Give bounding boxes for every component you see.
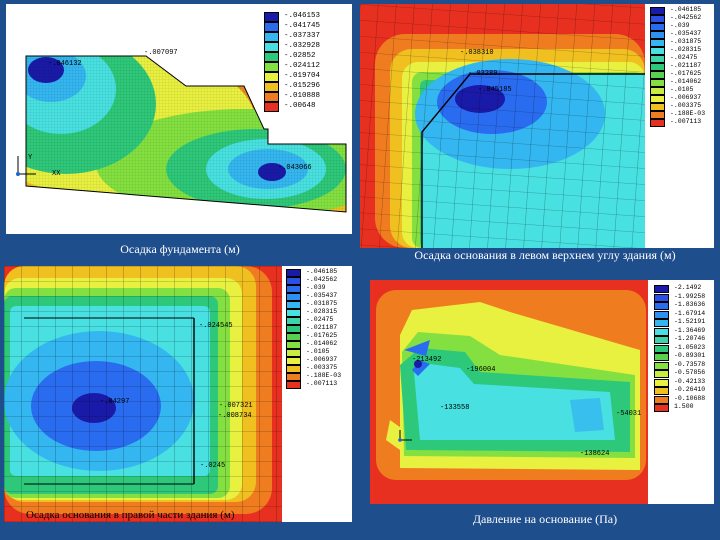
label-point-a: -.046132 [48, 60, 82, 68]
legend-value: -.039 [670, 22, 690, 29]
legend-value: -.046153 [284, 12, 321, 20]
panel-foundation-settlement: -.046132 -.007097 -.043066 XX Y -.046153… [6, 4, 352, 234]
caption-right-part-settlement: Осадка основания в правой части здания (… [26, 509, 235, 521]
legend-value: -0.57856 [674, 369, 706, 376]
legend-value: -.02475 [306, 316, 334, 323]
label-axis-y: Y [28, 154, 33, 162]
label-point-a: -.024545 [199, 322, 233, 330]
axis-triad [398, 430, 412, 442]
axis-triad [16, 156, 36, 176]
panel-base-pressure: -213492 -196004 -133558 -54031 -138624 -… [370, 280, 714, 504]
legend-value: -.003375 [306, 364, 338, 371]
legend-value: -1.05023 [674, 343, 706, 351]
panel-right-part-settlement: -.024545 -.04297 -.007321 -.008734 -.024… [4, 266, 352, 522]
label-point-d: -.008734 [218, 412, 252, 420]
legend-value: -.031875 [670, 38, 702, 45]
caption-left-corner-settlement: Осадка основания в левом верхнем углу зд… [414, 248, 676, 262]
legend-value: -1.67914 [674, 309, 706, 317]
label-point-a: -213492 [412, 356, 442, 364]
legend-value: -0.73578 [674, 360, 706, 368]
label-point-b: -196004 [466, 366, 496, 374]
legend-value: -.007113 [670, 118, 702, 125]
legend-value: -.021187 [306, 324, 338, 331]
left-corner-settlement-plot [360, 4, 645, 248]
legend-value: -.021187 [670, 62, 702, 69]
legend-value: -2.1492 [674, 284, 702, 291]
legend-value: 1.500 [674, 403, 694, 410]
legend-value: -.188E-03 [306, 372, 342, 379]
legend-value: -1.52191 [674, 318, 706, 325]
legend-value: -.014062 [670, 78, 702, 85]
legend-value: -.035437 [670, 30, 702, 37]
legend-value: -.039 [306, 284, 326, 291]
panel-left-top-corner-settlement: -.038310 -.03289 -.045185 -.046185 -.042… [360, 4, 714, 248]
legend-value: -.0105 [670, 86, 694, 93]
legend-value: -.006937 [670, 94, 702, 101]
caption-base-pressure: Давление на основание (Па) [472, 512, 618, 526]
legend-value: -.028315 [670, 46, 702, 53]
legend-value: -.019704 [284, 72, 321, 80]
legend-value: -.02852 [284, 52, 316, 60]
legend-value: -0.89301 [674, 352, 706, 359]
label-axis-x: XX [52, 170, 61, 178]
legend-value: -0.42133 [674, 377, 706, 385]
legend-value: -0.10688 [674, 394, 706, 402]
legend-value: -0.26410 [674, 386, 706, 393]
label-point-c: -.045185 [478, 86, 512, 94]
caption-foundation-settlement: Осадка фундамента (м) [120, 242, 240, 256]
legend-value: -.0105 [306, 348, 330, 355]
legend-value: -.00648 [284, 102, 316, 110]
label-point-b: -.04297 [100, 398, 130, 406]
legend-value: -1.36469 [674, 326, 706, 334]
label-point-d: -54031 [616, 410, 642, 418]
label-point-c: -133558 [440, 404, 470, 412]
legend-value: -1.20746 [674, 335, 706, 342]
legend-value: -.032928 [284, 42, 321, 50]
label-point-b: -.007097 [144, 49, 178, 57]
legend-value: -.015296 [284, 82, 321, 90]
legend-value: -.010888 [284, 92, 321, 100]
label-point-b: -.03289 [468, 70, 498, 78]
legend-value: -.028315 [306, 308, 338, 315]
legend-value: -.042562 [670, 14, 702, 21]
legend-value: -.042562 [306, 276, 338, 283]
legend-value: -.024112 [284, 62, 321, 70]
legend-value: -.017625 [670, 70, 702, 77]
legend-value: -.046185 [670, 6, 702, 13]
legend-value: -.041745 [284, 22, 321, 30]
label-point-e: -138624 [580, 450, 610, 458]
label-point-c: -.043066 [278, 164, 312, 172]
label-point-c: -.007321 [219, 402, 253, 410]
legend-value: -.017625 [306, 332, 338, 339]
legend-value: -.014062 [306, 340, 338, 347]
legend-value: -.003375 [670, 102, 702, 109]
label-point-a: -.038310 [460, 49, 494, 57]
legend-value: -.035437 [306, 292, 338, 299]
legend-value: -.007113 [306, 380, 338, 387]
legend-value: -1.99258 [674, 292, 706, 300]
legend-value: -.188E-03 [670, 110, 706, 117]
legend-value: -1.83636 [674, 301, 706, 308]
legend-value: -.037337 [284, 32, 321, 40]
legend-value: -.006937 [306, 356, 338, 363]
legend-value: -.046185 [306, 268, 338, 275]
legend-value: -.02475 [670, 54, 698, 61]
foundation-settlement-plot [16, 55, 347, 213]
legend-value: -.031875 [306, 300, 338, 307]
right-part-settlement-plot [4, 266, 282, 522]
base-pressure-plot [370, 280, 648, 504]
label-point-e: -.0245 [200, 462, 226, 470]
